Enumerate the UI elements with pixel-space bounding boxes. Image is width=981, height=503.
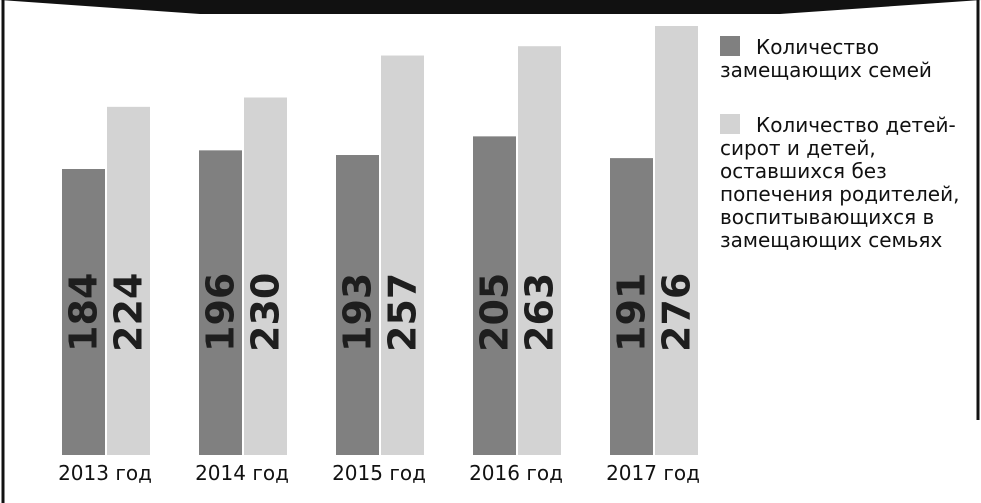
data-label: 205 <box>473 273 517 352</box>
legend-label: Количество детей-сирот и детей, оставших… <box>720 113 960 252</box>
data-label: 263 <box>518 273 562 352</box>
bar <box>62 169 105 455</box>
x-tick-label: 2015 год <box>332 461 426 485</box>
data-label: 191 <box>610 273 654 352</box>
data-label: 257 <box>381 273 425 352</box>
bar <box>107 106 150 456</box>
data-label: 184 <box>62 273 106 352</box>
bar <box>244 97 287 455</box>
legend-item: Количество замещающих семей <box>720 36 970 82</box>
bar <box>610 158 653 455</box>
bar <box>336 155 379 455</box>
bar <box>518 46 561 456</box>
legend-swatch <box>720 114 740 134</box>
data-label: 276 <box>655 273 699 352</box>
bar <box>655 26 698 455</box>
bar <box>199 150 242 455</box>
x-tick-label: 2017 год <box>606 461 700 485</box>
legend-label: Количество замещающих семей <box>720 35 932 82</box>
legend-swatch <box>720 36 740 56</box>
x-tick-label: 2016 год <box>469 461 563 485</box>
data-label: 230 <box>244 273 288 352</box>
x-tick-label: 2013 год <box>58 461 152 485</box>
x-tick-label: 2014 год <box>195 461 289 485</box>
data-label: 224 <box>107 273 151 352</box>
data-label: 196 <box>199 273 243 352</box>
data-label: 193 <box>336 273 380 352</box>
legend-item: Количество детей-сирот и детей, оставших… <box>720 114 970 252</box>
bar <box>473 136 516 455</box>
banner <box>0 0 981 14</box>
bar <box>381 55 424 456</box>
